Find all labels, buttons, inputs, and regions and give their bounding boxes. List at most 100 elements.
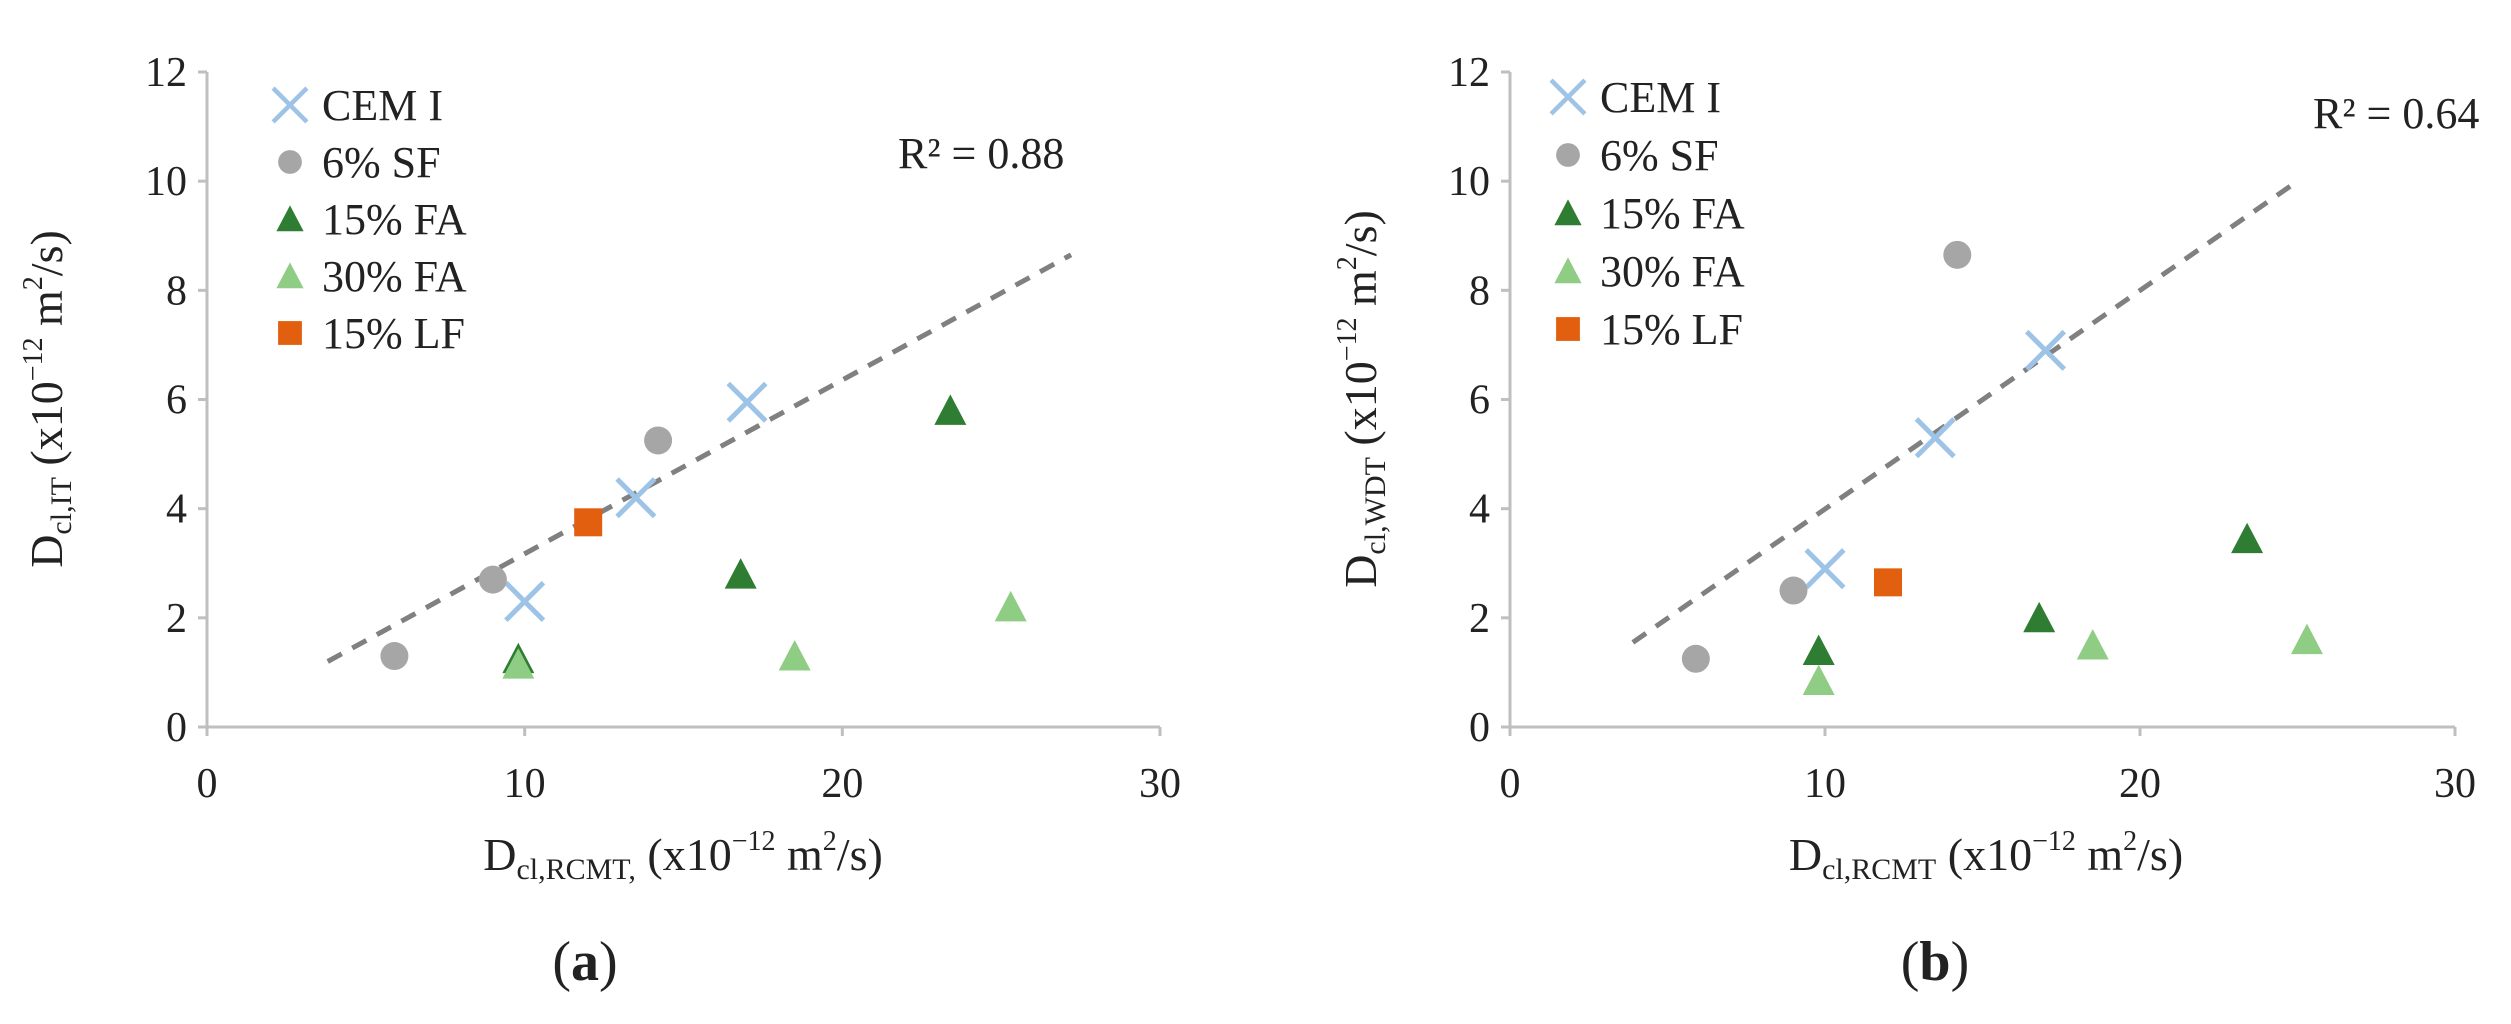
point-15pct-fa: [934, 394, 967, 425]
legend-circle-marker-icon: [278, 150, 302, 174]
point-15pct-fa: [724, 558, 757, 589]
y-axis-title: Dcl,IT (x10−12 m2/s): [18, 230, 78, 568]
point-cem-i: [1804, 548, 1846, 590]
legend-triangle-marker-icon: [276, 262, 304, 289]
point-6pct-sf: [1943, 240, 1972, 269]
y-tick-label: 2: [1469, 596, 1490, 642]
point-6pct-sf: [1681, 644, 1710, 673]
point-6pct-sf: [1779, 576, 1808, 605]
point-15pct-fa: [2023, 601, 2056, 633]
axis-title-main: D: [1789, 829, 1822, 880]
legend-triangle-marker-icon: [1554, 199, 1582, 226]
point-30pct-fa: [994, 590, 1027, 622]
panel-caption: (a): [552, 931, 617, 993]
trendline: [326, 252, 1073, 664]
x-tick-label: 20: [821, 761, 863, 807]
axis-title-mid: m: [776, 829, 824, 880]
axis-title-pre: (x10: [636, 829, 732, 880]
axis-title-main: D: [21, 535, 72, 568]
x-tick-label: 0: [197, 761, 218, 807]
caption-close: ): [599, 931, 618, 993]
axis-title-sub: cl,IT: [45, 477, 78, 534]
legend-label-6pct-sf: 6% SF: [1600, 131, 1719, 180]
point-cem-i: [615, 477, 657, 519]
legend-label-30pct-fa: 30% FA: [1600, 247, 1745, 296]
y-tick-label: 4: [166, 487, 187, 533]
point-cem-i: [726, 381, 768, 423]
axis-title-post: /s): [2137, 829, 2183, 880]
point-30pct-fa: [502, 648, 535, 679]
legend-triangle-marker-icon: [1554, 257, 1582, 284]
point-30pct-fa: [778, 640, 811, 671]
point-6pct-sf: [380, 642, 409, 671]
legend-label-6pct-sf: 6% SF: [322, 138, 441, 187]
axis-title-mid: m: [2076, 829, 2124, 880]
trendline: [1631, 179, 2299, 645]
axis-title-pre: (x10: [1335, 361, 1386, 457]
legend-label-cem-i: CEM I: [1600, 73, 1721, 122]
legend-circle-marker-icon: [1556, 143, 1580, 167]
point-cem-i: [2024, 329, 2067, 371]
y-tick-label: 6: [1469, 378, 1490, 424]
chart-panel-a: 0 2 4 6 8 10 12 0 10 20 30 R² = 0.88 CEM I 6% SF 15% F…: [18, 50, 1181, 993]
point-30pct-fa: [2290, 623, 2323, 655]
axis-title-main: D: [483, 829, 516, 880]
y-tick-label: 12: [145, 50, 187, 96]
axis-title-sup: −12: [18, 337, 49, 381]
legend-cross-marker-icon: [271, 86, 309, 124]
axis-title-sup2: 2: [2123, 826, 2137, 857]
axis-title-pre: (x10: [21, 381, 72, 477]
x-tick-label: 30: [1139, 761, 1181, 807]
y-tick-label: 2: [166, 596, 187, 642]
legend-label-15pct-fa: 15% FA: [1600, 189, 1745, 238]
axis-title-pre: (x10: [1936, 829, 2032, 880]
x-tick-label: 20: [2119, 761, 2161, 807]
point-30pct-fa: [2076, 629, 2109, 660]
y-axis-title: Dcl,WDT (x10−12 m2/s): [1332, 210, 1392, 588]
point-15pct-fa: [1802, 634, 1835, 665]
x-axis-title: Dcl,RCMT (x10−12 m2/s): [1789, 826, 2183, 886]
axis-title-sup2: 2: [18, 276, 49, 290]
y-tick-label: 0: [166, 705, 187, 751]
axis-title-post: /s): [21, 230, 72, 276]
x-tick-label: 10: [1804, 761, 1846, 807]
point-30pct-fa: [1802, 664, 1835, 696]
x-tick-label: 10: [504, 761, 546, 807]
legend-label-15pct-fa: 15% FA: [322, 195, 467, 244]
legend-triangle-marker-icon: [276, 205, 304, 232]
r-squared-label: R² = 0.64: [2313, 89, 2479, 138]
legend-label-15pct-lf: 15% LF: [322, 309, 465, 358]
caption-close: ): [1951, 931, 1970, 993]
legend-label-cem-i: CEM I: [322, 81, 443, 130]
axis-title-sup2: 2: [823, 826, 837, 857]
y-tick-label: 12: [1448, 50, 1490, 96]
chart-panel-b: 0 2 4 6 8 10 12 0 10 20 30 R² = 0.64 CEM I 6% SF 15% F…: [1332, 50, 2479, 993]
point-15pct-lf: [1874, 568, 1902, 597]
caption-letter: b: [1919, 931, 1950, 993]
axis-title-sub: cl,WDT: [1359, 457, 1392, 554]
panel-caption: (b): [1901, 931, 1969, 993]
y-tick-label: 8: [1469, 268, 1490, 314]
axis-title-sup: −12: [732, 826, 776, 857]
y-tick-label: 4: [1469, 487, 1490, 533]
y-tick-label: 6: [166, 378, 187, 424]
point-6pct-sf: [478, 565, 507, 594]
x-tick-label: 0: [1500, 761, 1521, 807]
axis-title-post: /s): [837, 829, 883, 880]
axis-title-sup: −12: [1332, 317, 1363, 361]
axis-title-mid: m: [21, 290, 72, 338]
y-tick-label: 10: [1448, 159, 1490, 205]
point-cem-i: [1914, 417, 1956, 459]
legend-cross-marker-icon: [1549, 78, 1587, 116]
caption-open: (: [1901, 931, 1920, 993]
legend-label-15pct-lf: 15% LF: [1600, 305, 1743, 354]
y-tick-label: 8: [166, 268, 187, 314]
axis-title-sup: −12: [2032, 826, 2076, 857]
point-6pct-sf: [644, 426, 673, 455]
x-axis-title: Dcl,RCMT, (x10−12 m2/s): [483, 826, 883, 886]
axis-title-sup2: 2: [1332, 256, 1363, 270]
legend-square-marker-icon: [278, 321, 302, 345]
axis-title-post: /s): [1335, 210, 1386, 256]
point-15pct-fa: [2231, 522, 2264, 554]
